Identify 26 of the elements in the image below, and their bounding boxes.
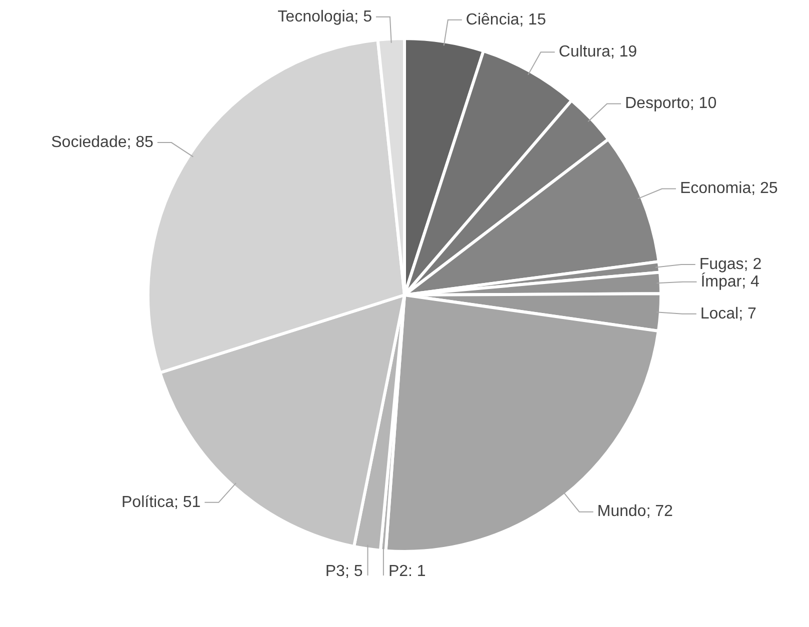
slice-label: Mundo <box>597 503 646 520</box>
data-label: ; 5 <box>354 8 372 26</box>
slice-label: Economia <box>680 180 752 198</box>
slice-label: Ciência <box>466 11 520 28</box>
slice-label: Local <box>700 305 739 322</box>
data-label: ; 19 <box>610 44 638 61</box>
data-label: : 1 <box>408 562 426 580</box>
data-label: ; 5 <box>344 562 363 580</box>
data-label: ; 72 <box>646 503 673 520</box>
slice-label: P3 <box>325 562 346 580</box>
slice-label: Tecnologia <box>278 8 354 26</box>
slice-label: Fugas <box>699 256 744 273</box>
data-label: ; 15 <box>519 11 546 28</box>
data-label: ; 4 <box>742 273 760 290</box>
slice-label: Ímpar <box>700 272 742 290</box>
slice-label: P2 <box>388 562 408 580</box>
slice-label: Sociedade <box>51 134 127 151</box>
slice-label: Desporto <box>625 95 690 112</box>
data-label: ; 51 <box>174 494 201 511</box>
data-label: ; 2 <box>744 256 762 273</box>
slice-label: Cultura <box>558 44 610 61</box>
slice-label: Política <box>121 494 174 511</box>
data-label: ; 85 <box>126 134 154 151</box>
data-label: ; 10 <box>690 95 717 112</box>
data-label: ; 7 <box>738 305 756 322</box>
data-label: ; 25 <box>751 180 778 198</box>
